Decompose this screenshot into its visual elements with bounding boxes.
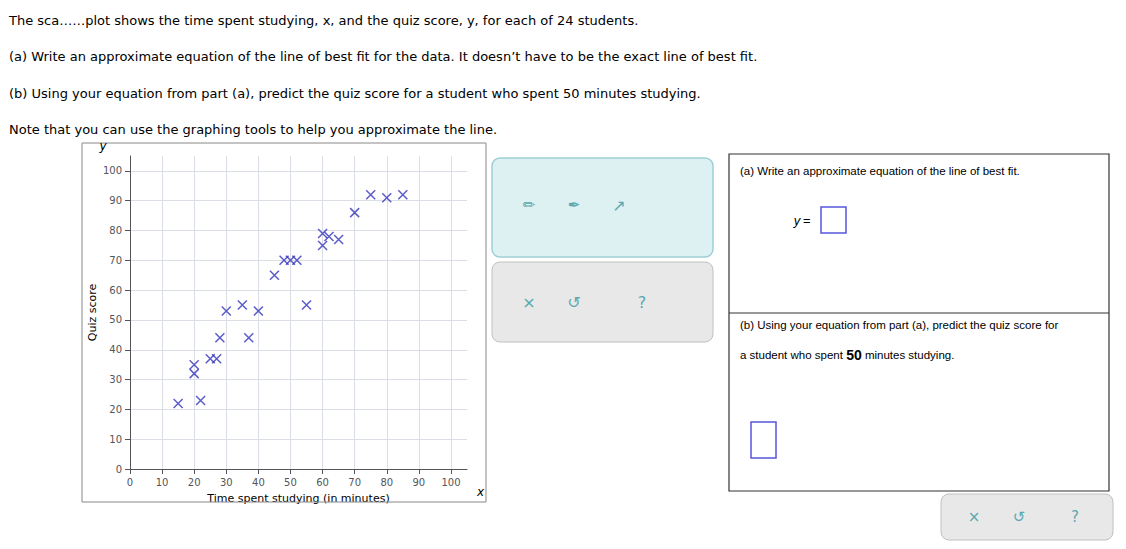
svg-text:90: 90 xyxy=(109,195,122,206)
svg-text:(b) Using your equation from p: (b) Using your equation from part (a), p… xyxy=(9,86,701,101)
svg-text:y: y xyxy=(98,139,107,153)
svg-text:?: ? xyxy=(1071,508,1079,526)
svg-text:(a) Write an approximate equat: (a) Write an approximate equation of the… xyxy=(740,165,1020,177)
svg-text:Time spent studying (in minute: Time spent studying (in minutes) xyxy=(206,492,389,505)
svg-text:↺: ↺ xyxy=(1013,508,1026,526)
svg-text:80: 80 xyxy=(109,225,122,236)
svg-text:80: 80 xyxy=(380,477,393,488)
svg-text:?: ? xyxy=(638,293,647,312)
svg-text:90: 90 xyxy=(412,477,425,488)
svg-text:a student who spent: a student who spent xyxy=(740,349,846,361)
svg-text:✒: ✒ xyxy=(568,196,581,214)
svg-text:minutes studying.: minutes studying. xyxy=(862,349,955,361)
svg-text:20: 20 xyxy=(109,404,122,415)
svg-text:40: 40 xyxy=(109,344,122,355)
svg-text:10: 10 xyxy=(109,434,122,445)
svg-text:50: 50 xyxy=(284,477,297,488)
svg-text:60: 60 xyxy=(109,285,122,296)
svg-text:(a) Write an approximate equat: (a) Write an approximate equation of the… xyxy=(9,49,757,64)
svg-text:↺: ↺ xyxy=(567,293,580,312)
svg-text:30: 30 xyxy=(109,374,122,385)
svg-text:50: 50 xyxy=(846,347,862,363)
svg-text:60: 60 xyxy=(316,477,329,488)
svg-text:(b) Using your equation from p: (b) Using your equation from part (a), p… xyxy=(740,319,1058,331)
svg-text:×: × xyxy=(968,508,981,526)
svg-text:10: 10 xyxy=(156,477,169,488)
svg-text:y =: y = xyxy=(793,213,813,228)
svg-text:Quiz score: Quiz score xyxy=(86,284,99,342)
svg-text:x: x xyxy=(476,485,485,499)
svg-text:0: 0 xyxy=(127,477,133,488)
svg-text:Note that you can use the grap: Note that you can use the graphing tools… xyxy=(9,122,497,137)
svg-text:20: 20 xyxy=(188,477,201,488)
svg-text:The sca……plot shows the time s: The sca……plot shows the time spent study… xyxy=(8,13,638,28)
svg-text:100: 100 xyxy=(103,165,122,176)
svg-text:70: 70 xyxy=(109,255,122,266)
svg-text:0: 0 xyxy=(116,464,122,475)
svg-text:30: 30 xyxy=(220,477,233,488)
svg-text:↗: ↗ xyxy=(612,196,625,215)
svg-text:✏: ✏ xyxy=(523,196,536,214)
svg-text:70: 70 xyxy=(348,477,361,488)
svg-text:50: 50 xyxy=(109,314,122,325)
svg-text:100: 100 xyxy=(441,477,460,488)
svg-text:×: × xyxy=(522,293,535,312)
svg-text:40: 40 xyxy=(252,477,265,488)
